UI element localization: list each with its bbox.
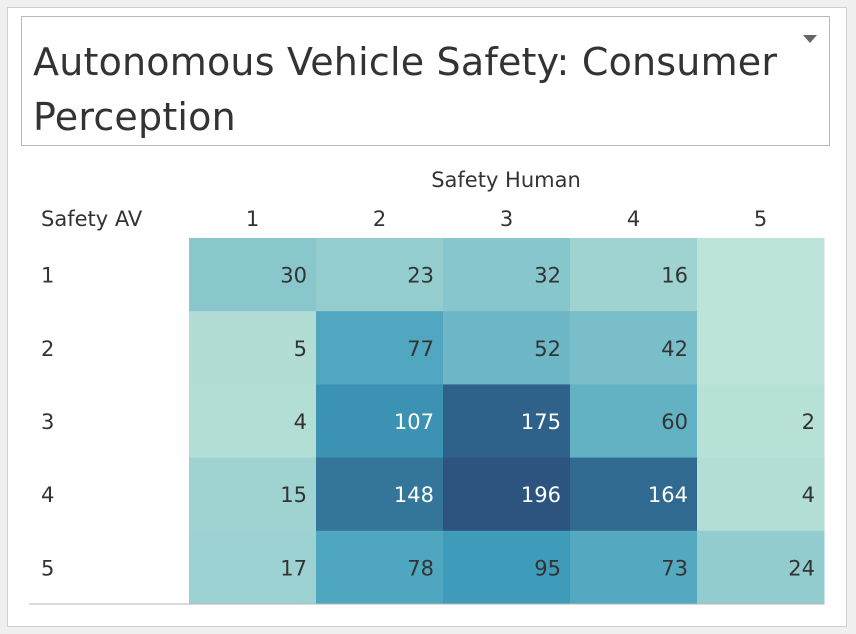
cell-value-label: 30 — [280, 264, 307, 288]
heatmap-cell[interactable] — [316, 457, 444, 532]
heatmap-cell[interactable] — [316, 530, 444, 605]
title-box: Autonomous Vehicle Safety: Consumer Perc… — [21, 16, 830, 146]
heatmap-cell[interactable] — [189, 311, 317, 385]
dropdown-arrow-icon[interactable] — [803, 35, 817, 45]
heatmap-cell[interactable] — [189, 384, 317, 459]
heatmap-cell[interactable] — [316, 384, 444, 459]
heatmap-cell[interactable] — [189, 457, 317, 532]
cell-value-label: 95 — [534, 556, 561, 580]
column-label: 3 — [500, 207, 513, 231]
heatmap-cell[interactable] — [443, 457, 571, 532]
cell-value-label: 77 — [407, 337, 434, 361]
column-label: 2 — [373, 207, 386, 231]
heatmap-cell[interactable] — [697, 457, 825, 532]
row-label: 5 — [41, 556, 54, 580]
heatmap-cell[interactable] — [316, 238, 444, 312]
row-title: Safety AV — [41, 207, 143, 231]
heatmap-cell[interactable] — [443, 530, 571, 605]
cell-value-label: 5 — [294, 337, 307, 361]
row-label: 4 — [41, 483, 54, 507]
heatmap-cell[interactable] — [697, 530, 825, 605]
cell-value-label: 164 — [648, 483, 688, 507]
cell-value-label: 4 — [802, 483, 815, 507]
row-label: 2 — [41, 337, 54, 361]
heatmap-cell[interactable] — [189, 530, 317, 605]
cell-value-label: 148 — [394, 483, 434, 507]
heatmap-cell[interactable] — [443, 311, 571, 385]
cell-value-label: 73 — [661, 556, 688, 580]
heatmap-cell[interactable] — [570, 530, 698, 605]
cell-value-label: 4 — [294, 410, 307, 434]
heatmap-cell[interactable] — [443, 384, 571, 459]
column-label: 5 — [754, 207, 767, 231]
cell-value-label: 2 — [802, 410, 815, 434]
cell-value-label: 42 — [661, 337, 688, 361]
cell-value-label: 16 — [661, 264, 688, 288]
column-label: 1 — [246, 207, 259, 231]
heatmap-cell[interactable] — [189, 238, 317, 312]
cell-value-label: 52 — [534, 337, 561, 361]
column-title: Safety Human — [431, 168, 581, 192]
cell-value-label: 175 — [521, 410, 561, 434]
cell-value-label: 196 — [521, 483, 561, 507]
heatmap-cell[interactable] — [316, 311, 444, 385]
cell-value-label: 15 — [280, 483, 307, 507]
heatmap-cell[interactable] — [570, 384, 698, 459]
heatmap-cell[interactable] — [697, 384, 825, 459]
cell-value-label: 32 — [534, 264, 561, 288]
chart-title: Autonomous Vehicle Safety: Consumer Perc… — [33, 40, 778, 139]
cell-value-label: 107 — [394, 410, 434, 434]
cell-value-label: 78 — [407, 556, 434, 580]
cell-value-label: 24 — [788, 556, 815, 580]
heatmap-cell[interactable] — [443, 238, 571, 312]
row-label: 1 — [41, 264, 54, 288]
cell-value-label: 17 — [280, 556, 307, 580]
heatmap-cell[interactable] — [697, 238, 825, 312]
heatmap-cell[interactable] — [570, 311, 698, 385]
column-label: 4 — [627, 207, 640, 231]
heatmap-cell[interactable] — [570, 238, 698, 312]
cell-value-label: 60 — [661, 410, 688, 434]
heatmap-cell[interactable] — [570, 457, 698, 532]
heatmap-cell[interactable] — [697, 311, 825, 385]
cell-value-label: 23 — [407, 264, 434, 288]
row-label: 3 — [41, 410, 54, 434]
